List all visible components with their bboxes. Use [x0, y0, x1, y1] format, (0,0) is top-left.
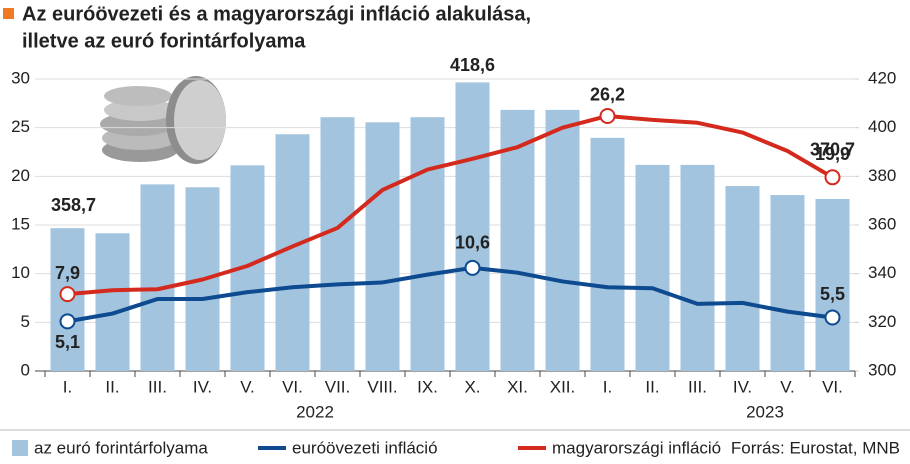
y2-tick-label: 400 — [868, 117, 896, 136]
x-tick-label: VIII. — [367, 377, 397, 396]
x-tick-label: XII. — [550, 377, 576, 396]
legend-label: euróövezeti infláció — [292, 438, 438, 457]
y2-tick-label: 420 — [868, 68, 896, 87]
x-tick-label: I. — [63, 377, 72, 396]
bar — [725, 186, 760, 371]
bar — [365, 122, 400, 372]
y2-tick-label: 320 — [868, 312, 896, 331]
x-tick-label: IV. — [193, 377, 212, 396]
bar — [815, 198, 850, 371]
x-tick-label: VII. — [325, 377, 351, 396]
marker — [824, 309, 841, 326]
y-tick-label: 0 — [21, 360, 30, 379]
bar — [500, 109, 535, 372]
source: Forrás: Eurostat, MNB — [731, 438, 900, 457]
y-tick-label: 10 — [11, 263, 30, 282]
x-tick-label: V. — [780, 377, 795, 396]
legend-swatch — [12, 440, 28, 456]
data-label: 5,1 — [55, 332, 80, 352]
bar — [680, 164, 715, 371]
y-tick-label: 5 — [21, 312, 30, 331]
x-tick-label: II. — [105, 377, 119, 396]
x-tick-label: X. — [464, 377, 480, 396]
bar — [635, 164, 670, 371]
marker — [464, 259, 481, 276]
marker — [59, 286, 76, 303]
bar — [140, 184, 175, 371]
data-label: 358,7 — [51, 195, 96, 215]
title-marker — [3, 8, 14, 19]
y-tick-label: 20 — [11, 166, 30, 185]
x-tick-label: VI. — [822, 377, 843, 396]
bar — [95, 233, 130, 371]
line — [67, 265, 833, 324]
data-label: 370,7 — [810, 140, 855, 160]
line — [67, 113, 834, 297]
data-label: 19,9 — [815, 144, 850, 164]
data-label: 10,6 — [455, 233, 490, 253]
data-label: 5,5 — [820, 284, 845, 304]
chart-title: Az euróövezeti és a magyarországi inflác… — [22, 3, 531, 25]
y-tick-label: 15 — [11, 214, 30, 233]
legend-label: az euró forintárfolyama — [34, 438, 208, 457]
x-tick-label: II. — [645, 377, 659, 396]
x-tick-label: III. — [688, 377, 707, 396]
bar — [770, 195, 805, 371]
y2-tick-label: 380 — [868, 166, 896, 185]
bar — [320, 117, 355, 371]
x-tick-label: IX. — [417, 377, 438, 396]
bar — [545, 109, 580, 372]
legend-label: magyarországi infláció — [552, 438, 721, 457]
bar — [410, 117, 445, 371]
bar — [590, 137, 625, 371]
y2-tick-label: 340 — [868, 263, 896, 282]
data-label: 26,2 — [590, 85, 625, 105]
x-tick-label: I. — [603, 377, 612, 396]
year-label: 2022 — [296, 402, 334, 421]
x-tick-label: V. — [240, 377, 255, 396]
x-tick-label: XI. — [507, 377, 528, 396]
chart-subtitle: illetve az euró forintárfolyama — [22, 30, 306, 52]
y2-tick-label: 300 — [868, 360, 896, 379]
data-label: 7,9 — [55, 263, 80, 283]
x-tick-label: IV. — [733, 377, 752, 396]
coins — [100, 76, 226, 164]
marker — [824, 169, 841, 186]
y2-tick-label: 360 — [868, 214, 896, 233]
y-tick-label: 25 — [11, 117, 30, 136]
x-tick-label: VI. — [282, 377, 303, 396]
marker — [59, 313, 76, 330]
year-label: 2023 — [746, 402, 784, 421]
y-tick-label: 30 — [11, 68, 30, 87]
bar — [455, 82, 490, 371]
data-label: 418,6 — [450, 55, 495, 75]
marker — [599, 107, 616, 124]
x-tick-label: III. — [148, 377, 167, 396]
